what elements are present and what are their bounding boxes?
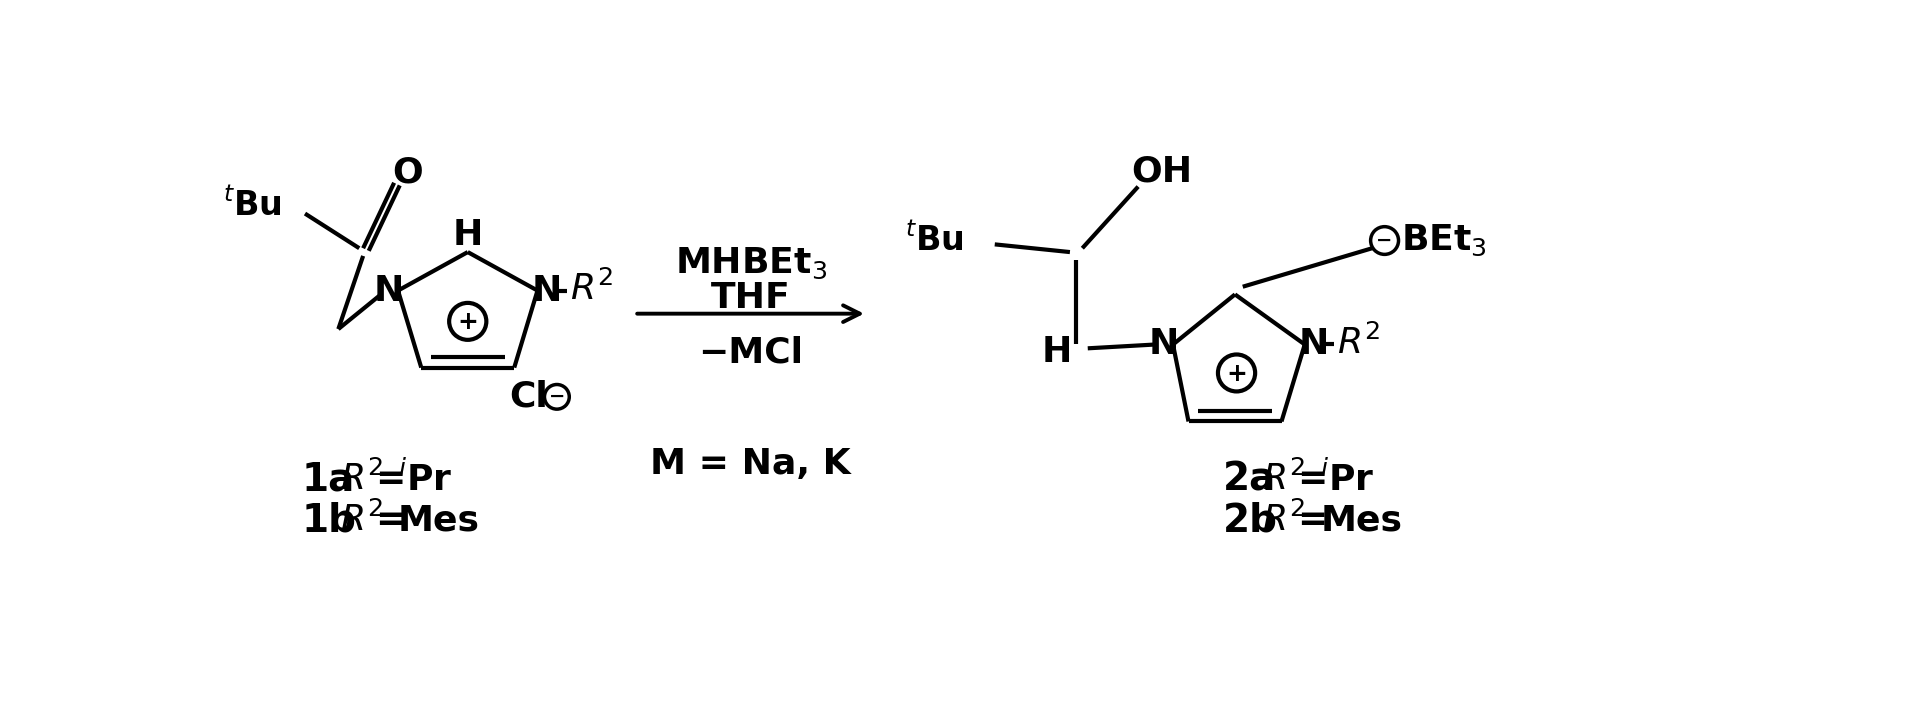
Text: $R^2$: $R^2$ bbox=[1263, 502, 1305, 538]
Text: O: O bbox=[392, 156, 423, 190]
Text: 1a: 1a bbox=[300, 460, 354, 498]
Text: −: − bbox=[549, 387, 564, 407]
Text: =: = bbox=[375, 462, 406, 496]
Text: MHBEt$_3$: MHBEt$_3$ bbox=[675, 246, 826, 281]
Text: H: H bbox=[1041, 335, 1071, 369]
Text: $^i$Pr: $^i$Pr bbox=[1320, 461, 1375, 497]
Text: Cl: Cl bbox=[509, 380, 547, 414]
Text: Mes: Mes bbox=[398, 503, 480, 537]
Text: 2b: 2b bbox=[1224, 501, 1278, 539]
Text: N: N bbox=[1299, 327, 1330, 361]
Text: =: = bbox=[1297, 462, 1328, 496]
Text: $R^2$: $R^2$ bbox=[1263, 461, 1305, 497]
Text: Mes: Mes bbox=[1320, 503, 1402, 537]
Text: $R^2$: $R^2$ bbox=[570, 271, 614, 307]
Text: $R^2$: $R^2$ bbox=[341, 461, 383, 497]
Text: M = Na, K: M = Na, K bbox=[650, 447, 851, 481]
Text: N: N bbox=[373, 273, 404, 308]
Text: =: = bbox=[1297, 503, 1328, 537]
Text: H: H bbox=[453, 218, 482, 252]
Text: −: − bbox=[1375, 231, 1393, 250]
Text: +: + bbox=[457, 310, 478, 334]
Text: 1b: 1b bbox=[300, 501, 356, 539]
Text: −MCl: −MCl bbox=[698, 335, 803, 369]
Text: THF: THF bbox=[712, 281, 790, 315]
Text: N: N bbox=[1148, 327, 1178, 361]
Text: =: = bbox=[375, 503, 406, 537]
Text: $^i$Pr: $^i$Pr bbox=[398, 461, 453, 497]
Text: N: N bbox=[532, 273, 562, 308]
Text: $^t$Bu: $^t$Bu bbox=[224, 189, 281, 223]
Text: +: + bbox=[1226, 362, 1247, 386]
Text: OH: OH bbox=[1131, 154, 1192, 188]
Text: $^t$Bu: $^t$Bu bbox=[905, 224, 964, 257]
Text: BEt$_3$: BEt$_3$ bbox=[1402, 223, 1486, 258]
Text: $R^2$: $R^2$ bbox=[341, 502, 383, 538]
Text: 2a: 2a bbox=[1224, 460, 1276, 498]
Text: $R^2$: $R^2$ bbox=[1337, 325, 1381, 361]
